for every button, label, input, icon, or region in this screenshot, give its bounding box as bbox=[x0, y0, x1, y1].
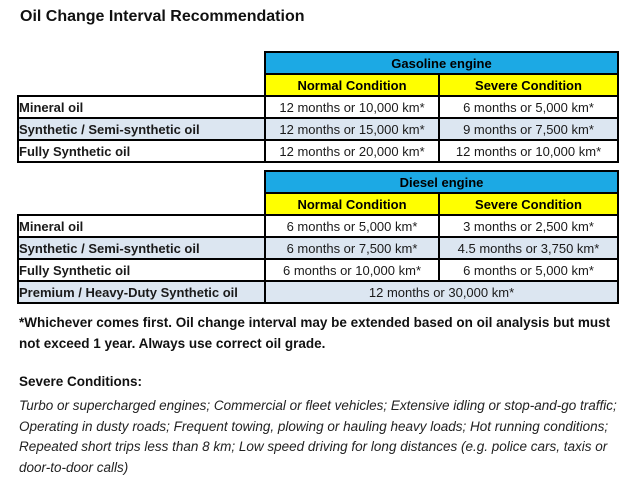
diesel-normal-condition-header: Normal Condition bbox=[264, 192, 440, 216]
severe-interval-value: 4.5 months or 3,750 km* bbox=[438, 236, 619, 260]
table-row-merged: Premium / Heavy-Duty Synthetic oil 12 mo… bbox=[17, 280, 619, 304]
gasoline-normal-condition-header: Normal Condition bbox=[264, 73, 440, 97]
severe-interval-value: 12 months or 10,000 km* bbox=[438, 139, 619, 163]
table-row: Mineral oil 12 months or 10,000 km* 6 mo… bbox=[17, 95, 619, 119]
normal-interval-value: 6 months or 10,000 km* bbox=[264, 258, 440, 282]
diesel-condition-row: Normal Condition Severe Condition bbox=[18, 192, 619, 216]
diesel-header-row: Diesel engine bbox=[18, 170, 619, 194]
severe-interval-value: 6 months or 5,000 km* bbox=[438, 258, 619, 282]
oil-type-label: Premium / Heavy-Duty Synthetic oil bbox=[17, 280, 266, 304]
empty-corner-cell bbox=[18, 171, 265, 193]
severe-interval-value: 3 months or 2,500 km* bbox=[438, 214, 619, 238]
table-row: Fully Synthetic oil 6 months or 10,000 k… bbox=[17, 258, 619, 282]
normal-interval-value: 12 months or 10,000 km* bbox=[264, 95, 440, 119]
severe-conditions-heading: Severe Conditions: bbox=[19, 374, 143, 389]
diesel-engine-header: Diesel engine bbox=[264, 170, 619, 194]
normal-interval-value: 6 months or 5,000 km* bbox=[264, 214, 440, 238]
oil-type-label: Mineral oil bbox=[17, 214, 266, 238]
gasoline-header-row: Gasoline engine bbox=[18, 51, 619, 75]
oil-type-label: Synthetic / Semi-synthetic oil bbox=[17, 117, 266, 141]
gasoline-severe-condition-header: Severe Condition bbox=[438, 73, 619, 97]
severe-interval-value: 9 months or 7,500 km* bbox=[438, 117, 619, 141]
gasoline-table: Gasoline engine Normal Condition Severe … bbox=[17, 51, 619, 163]
severe-conditions-description: Turbo or supercharged engines; Commercia… bbox=[19, 398, 617, 475]
empty-corner-cell bbox=[18, 193, 265, 215]
oil-type-label: Fully Synthetic oil bbox=[17, 139, 266, 163]
severe-interval-value: 6 months or 5,000 km* bbox=[438, 95, 619, 119]
table-row: Fully Synthetic oil 12 months or 20,000 … bbox=[17, 139, 619, 163]
normal-interval-value: 6 months or 7,500 km* bbox=[264, 236, 440, 260]
diesel-severe-condition-header: Severe Condition bbox=[438, 192, 619, 216]
oil-type-label: Synthetic / Semi-synthetic oil bbox=[17, 236, 266, 260]
footnote-text: *Whichever comes first. Oil change inter… bbox=[19, 315, 611, 351]
normal-interval-value: 12 months or 20,000 km* bbox=[264, 139, 440, 163]
normal-interval-value: 12 months or 15,000 km* bbox=[264, 117, 440, 141]
gasoline-condition-row: Normal Condition Severe Condition bbox=[18, 73, 619, 97]
page-title: Oil Change Interval Recommendation bbox=[20, 8, 305, 25]
table-row: Mineral oil 6 months or 5,000 km* 3 mont… bbox=[17, 214, 619, 238]
gasoline-engine-header: Gasoline engine bbox=[264, 51, 619, 75]
empty-corner-cell bbox=[18, 52, 265, 74]
oil-type-label: Mineral oil bbox=[17, 95, 266, 119]
diesel-table: Diesel engine Normal Condition Severe Co… bbox=[17, 170, 619, 304]
empty-corner-cell bbox=[18, 74, 265, 96]
merged-interval-value: 12 months or 30,000 km* bbox=[264, 280, 619, 304]
table-row: Synthetic / Semi-synthetic oil 12 months… bbox=[17, 117, 619, 141]
table-row: Synthetic / Semi-synthetic oil 6 months … bbox=[17, 236, 619, 260]
oil-type-label: Fully Synthetic oil bbox=[17, 258, 266, 282]
